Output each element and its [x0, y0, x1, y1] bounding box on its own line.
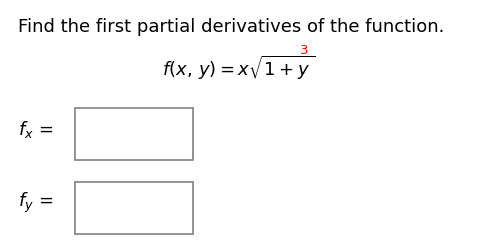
FancyBboxPatch shape [75, 182, 193, 234]
Text: $3$: $3$ [299, 43, 308, 56]
Text: $f_y\,=$: $f_y\,=$ [18, 191, 54, 215]
Text: $f_x\,=$: $f_x\,=$ [18, 119, 54, 140]
Text: $\mathit{f}(x,\, y) = x\sqrt{1 + y^{\,}}$: $\mathit{f}(x,\, y) = x\sqrt{1 + y^{\,}}… [162, 54, 315, 82]
FancyBboxPatch shape [75, 108, 193, 160]
Text: Find the first partial derivatives of the function.: Find the first partial derivatives of th… [18, 18, 445, 36]
